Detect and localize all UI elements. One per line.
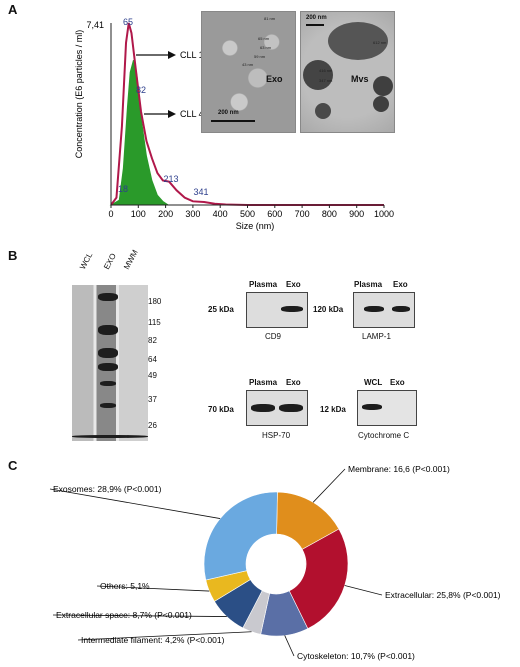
em-mvs-label: Mvs <box>351 74 369 84</box>
go-donut-chart: Membrane: 16,6 (P<0.001) Extracellular: 2… <box>49 464 501 661</box>
mw-marker: 64 <box>148 355 157 364</box>
series-cll1-line <box>110 22 384 206</box>
em-measure: 59 nm <box>254 54 266 59</box>
x-tick-label: 900 <box>349 209 364 219</box>
blot-hsp70-kda: 70 kDa <box>208 405 234 414</box>
blot-cytc-kda: 12 kDa <box>320 405 346 414</box>
donut-leader-line <box>344 585 383 596</box>
em-measure: 612 nm <box>373 40 387 45</box>
blot-lamp1-col1: Plasma <box>354 280 383 289</box>
x-tick-label: 600 <box>267 209 282 219</box>
peak-label-18: 18 <box>118 184 128 194</box>
em-exosome-image: Exo 81 nm 65 nm 63 nm 59 nm 43 nm 200 nm <box>201 11 296 133</box>
blot-cytc-col2: Exo <box>390 378 405 387</box>
blot-hsp70-col2: Exo <box>286 378 301 387</box>
em-mvs-scale-label: 200 nm <box>306 15 327 21</box>
sds-page-gel <box>72 285 148 441</box>
donut-leader-line <box>96 585 210 592</box>
donut-slice-label: Cytoskeleton: 10,7% (P<0.001) <box>297 651 415 661</box>
blot-cd9 <box>246 292 308 328</box>
x-tick-label: 500 <box>240 209 255 219</box>
donut-slice <box>288 528 349 629</box>
blot-hsp70-caption: HSP-70 <box>262 431 291 440</box>
donut-slice <box>203 491 278 581</box>
em-scale-label: 200 nm <box>218 110 239 116</box>
donut-slice-label: Extracellular: 25,8% (P<0.001) <box>385 590 501 600</box>
mw-marker: 37 <box>148 395 157 404</box>
gel-lane-exo: EXO <box>102 251 118 271</box>
x-tick-label: 300 <box>185 209 200 219</box>
donut-leader-line <box>77 631 252 641</box>
x-tick-label: 700 <box>295 209 310 219</box>
arrow-cll4-head <box>168 110 176 118</box>
em-measure: 43 nm <box>242 62 254 67</box>
em-measure: 81 nm <box>264 16 276 21</box>
mw-marker: 82 <box>148 336 157 345</box>
em-measure: 63 nm <box>260 45 272 50</box>
x-tick-label: 800 <box>322 209 337 219</box>
peak-label-213: 213 <box>163 174 178 184</box>
x-tick-label: 100 <box>131 209 146 219</box>
donut-leader-line <box>284 635 295 657</box>
blot-cytc-col1: WCL <box>364 378 383 387</box>
em-microvesicle-image: Mvs 200 nm 612 nm 416 nm 347 nm <box>300 11 395 133</box>
em-measure: 347 nm <box>319 78 333 83</box>
x-tick-label: 0 <box>108 209 113 219</box>
blot-cd9-caption: CD9 <box>265 332 282 341</box>
mw-marker: 180 <box>148 297 162 306</box>
em-scale-bar <box>211 120 255 122</box>
em-mvs-scale-bar <box>306 24 324 26</box>
blot-lamp1 <box>353 292 415 328</box>
donut-slice-label: Exosomes: 28,9% (P<0.001) <box>53 484 162 494</box>
panel-b-letter: B <box>8 248 18 263</box>
y-top-label: 7,41 <box>86 20 104 30</box>
mw-marker: 115 <box>148 318 161 327</box>
em-measure: 65 nm <box>258 36 270 41</box>
mw-marker: 26 <box>148 421 157 430</box>
donut-slice-label: Others: 5,1% <box>100 581 150 591</box>
panel-a-letter: A <box>8 2 18 17</box>
mw-marker: 49 <box>148 371 157 380</box>
arrow-cll1-head <box>168 51 176 59</box>
blot-lamp1-col2: Exo <box>393 280 408 289</box>
panel-c-letter: C <box>8 458 18 473</box>
em-measure: 416 nm <box>319 68 333 73</box>
peak-label-65: 65 <box>123 17 133 27</box>
blot-cytc-caption: Cytochrome C <box>358 431 410 440</box>
x-tick-label: 400 <box>213 209 228 219</box>
blot-cd9-col2: Exo <box>286 280 301 289</box>
x-axis-label: Size (nm) <box>236 221 275 231</box>
donut-slice-label: Intermediate filament: 4,2% (P<0.001) <box>81 635 225 645</box>
peak-label-341: 341 <box>193 187 208 197</box>
gel-lane-mwm: MWM <box>122 248 140 271</box>
donut-leader-line <box>52 614 227 617</box>
size-distribution-chart: Concentration (E6 particles / ml) Size (… <box>74 17 394 231</box>
blot-lamp1-kda: 120 kDa <box>313 305 344 314</box>
arrow-cll4-label: CLL 4 <box>180 109 204 119</box>
x-tick-label: 200 <box>158 209 173 219</box>
blot-cytc <box>357 390 417 426</box>
blot-cd9-kda: 25 kDa <box>208 305 234 314</box>
blot-lamp1-caption: LAMP-1 <box>362 332 391 341</box>
blot-hsp70 <box>246 390 308 426</box>
donut-slice-label: Extracellular space: 8,7% (P<0.001) <box>56 610 192 620</box>
x-tick-label: 1000 <box>374 209 394 219</box>
peak-label-82: 82 <box>136 85 146 95</box>
arrow-cll1-label: CLL 1 <box>180 50 204 60</box>
blot-hsp70-col1: Plasma <box>249 378 278 387</box>
donut-leader-line <box>49 488 221 519</box>
donut-leader-line <box>312 468 346 503</box>
em-exo-label: Exo <box>266 74 283 84</box>
blot-cd9-col1: Plasma <box>249 280 278 289</box>
y-axis-label: Concentration (E6 particles / ml) <box>74 30 84 159</box>
gel-lane-wcl: WCL <box>78 251 95 271</box>
donut-slice-label: Membrane: 16,6 (P<0.001) <box>348 464 450 474</box>
